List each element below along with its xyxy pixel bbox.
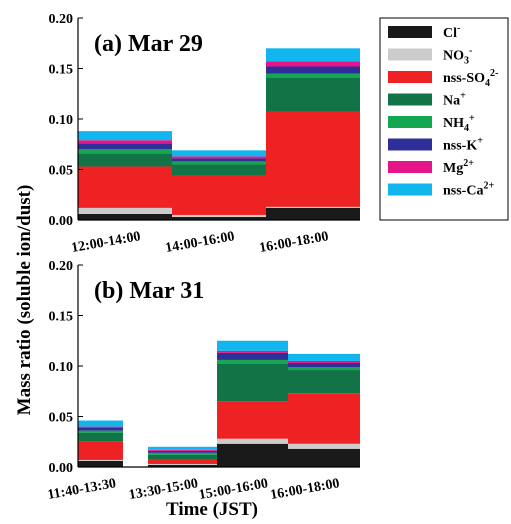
bar-segment-nssk-2 xyxy=(266,66,360,74)
x-axis-title: Time (JST) xyxy=(166,499,258,520)
bar-segment-nssca2-1 xyxy=(148,446,217,450)
y-axis-title: Mass ratio (soluble ion/dust) xyxy=(14,185,35,416)
y-tick-label: 0.10 xyxy=(49,360,74,375)
legend-label: Cl- xyxy=(443,23,460,41)
legend-label: nss-K+ xyxy=(443,136,483,154)
y-tick-label: 0.00 xyxy=(49,461,74,476)
bar-segment-nssso42-0 xyxy=(78,441,123,460)
bar-segment-nssso42-2 xyxy=(217,401,288,439)
bar-segment-nssk-3 xyxy=(288,362,360,368)
legend-swatch xyxy=(388,48,432,61)
y-tick-label: 0.20 xyxy=(49,259,74,274)
bar-segment-nssk-2 xyxy=(217,352,288,360)
bar-segment-mg2-2 xyxy=(266,61,360,67)
bar-segment-cl-3 xyxy=(288,448,360,467)
bar-segment-nssk-0 xyxy=(78,143,172,150)
bar-segment-no3-1 xyxy=(148,463,217,465)
legend-label: NO3- xyxy=(443,46,472,67)
legend-label: Na+ xyxy=(443,91,466,109)
y-tick-label: 0.10 xyxy=(49,113,74,128)
bar-segment-mg2-3 xyxy=(288,360,360,363)
bar-segment-nssso42-2 xyxy=(266,111,360,207)
legend-swatch xyxy=(388,71,432,83)
legend-swatch xyxy=(388,138,432,151)
bar-segment-nssso42-1 xyxy=(148,459,217,464)
legend: Cl- NO3-nss-SO42- Na+ NH4+ nss-K+ Mg2+ nss-Ca2… xyxy=(379,17,509,221)
y-tick-label: 0.15 xyxy=(49,63,74,78)
bar-segment-cl-2 xyxy=(217,443,288,467)
bar-segment-nssca2-2 xyxy=(217,340,288,351)
bar-segment-na-2 xyxy=(217,363,288,402)
bar-segment-nh4-1 xyxy=(148,452,217,455)
bar-segment-no3-2 xyxy=(266,206,360,208)
bar-segment-nh4-3 xyxy=(288,367,360,371)
bar-segment-mg2-0 xyxy=(78,426,123,428)
bar-segment-mg2-1 xyxy=(172,156,266,159)
bar-segment-mg2-1 xyxy=(148,449,217,451)
bar-segment-nh4-1 xyxy=(172,161,266,165)
bar-segment-na-1 xyxy=(172,164,266,176)
bar-segment-nssca2-0 xyxy=(78,420,123,427)
y-tick-label: 0.20 xyxy=(49,12,74,27)
bar-segment-nssca2-1 xyxy=(172,150,266,157)
bar-segment-nssca2-3 xyxy=(288,353,360,361)
bar-segment-nssk-1 xyxy=(148,450,217,453)
panel-title: (b) Mar 31 xyxy=(94,278,204,304)
x-tick-label: 16:00-18:00 xyxy=(258,229,330,256)
x-tick-label: 11:40-13:30 xyxy=(46,476,117,503)
legend-label: NH4+ xyxy=(443,113,475,134)
bar-segment-nh4-0 xyxy=(78,430,123,433)
panel-title: (a) Mar 29 xyxy=(94,31,203,57)
legend-label: nss-Ca2+ xyxy=(443,181,494,199)
bar-segment-nssso42-3 xyxy=(288,393,360,444)
legend-swatch xyxy=(388,183,432,196)
y-tick-label: 0.05 xyxy=(49,164,74,179)
panel-a: 0.00 0.05 0.10 0.15 0.20 12:00-14:00 14:00-16:… xyxy=(49,12,360,256)
legend-label: Mg2+ xyxy=(443,158,474,176)
bar-segment-na-0 xyxy=(78,432,123,442)
legend-swatch xyxy=(388,93,432,106)
legend-swatch xyxy=(388,26,432,38)
bar-segment-nssca2-0 xyxy=(78,131,172,141)
bar-segment-no3-2 xyxy=(217,438,288,444)
legend-swatch xyxy=(388,161,432,173)
legend-label: nss-SO42- xyxy=(443,68,498,89)
bar-segment-nssk-0 xyxy=(78,427,123,431)
bar-segment-nssk-1 xyxy=(172,158,266,162)
x-tick-label: 12:00-14:00 xyxy=(70,229,142,256)
legend-swatch xyxy=(388,116,432,128)
bar-segment-cl-1 xyxy=(172,216,266,220)
bar-segment-cl-0 xyxy=(78,460,123,467)
bar-segment-na-3 xyxy=(288,370,360,394)
x-tick-label: 14:00-16:00 xyxy=(164,229,236,256)
bar-segment-cl-2 xyxy=(266,207,360,220)
bar-segment-no3-1 xyxy=(172,214,266,217)
bar-segment-nssca2-2 xyxy=(266,48,360,62)
bar-segment-mg2-0 xyxy=(78,140,172,144)
x-tick-label: 16:00-18:00 xyxy=(269,476,341,503)
bar-segment-na-2 xyxy=(266,77,360,112)
bar-segment-na-0 xyxy=(78,153,172,167)
bar-segment-nssso42-0 xyxy=(78,166,172,208)
y-tick-label: 0.05 xyxy=(49,411,74,426)
bar-segment-nssso42-1 xyxy=(172,175,266,215)
bar-segment-cl-1 xyxy=(148,464,217,467)
bar-segment-mg2-2 xyxy=(217,350,288,353)
bar-segment-no3-0 xyxy=(78,459,123,461)
bar-segment-no3-0 xyxy=(78,207,172,214)
y-tick-label: 0.15 xyxy=(49,310,74,325)
bar-segment-nh4-2 xyxy=(217,359,288,364)
bar-segment-nh4-2 xyxy=(266,73,360,78)
bar-segment-nh4-0 xyxy=(78,149,172,154)
bar-segment-na-1 xyxy=(148,454,217,460)
bar-segment-no3-3 xyxy=(288,443,360,449)
y-tick-label: 0.00 xyxy=(49,214,74,229)
bar-segment-cl-0 xyxy=(78,213,172,220)
